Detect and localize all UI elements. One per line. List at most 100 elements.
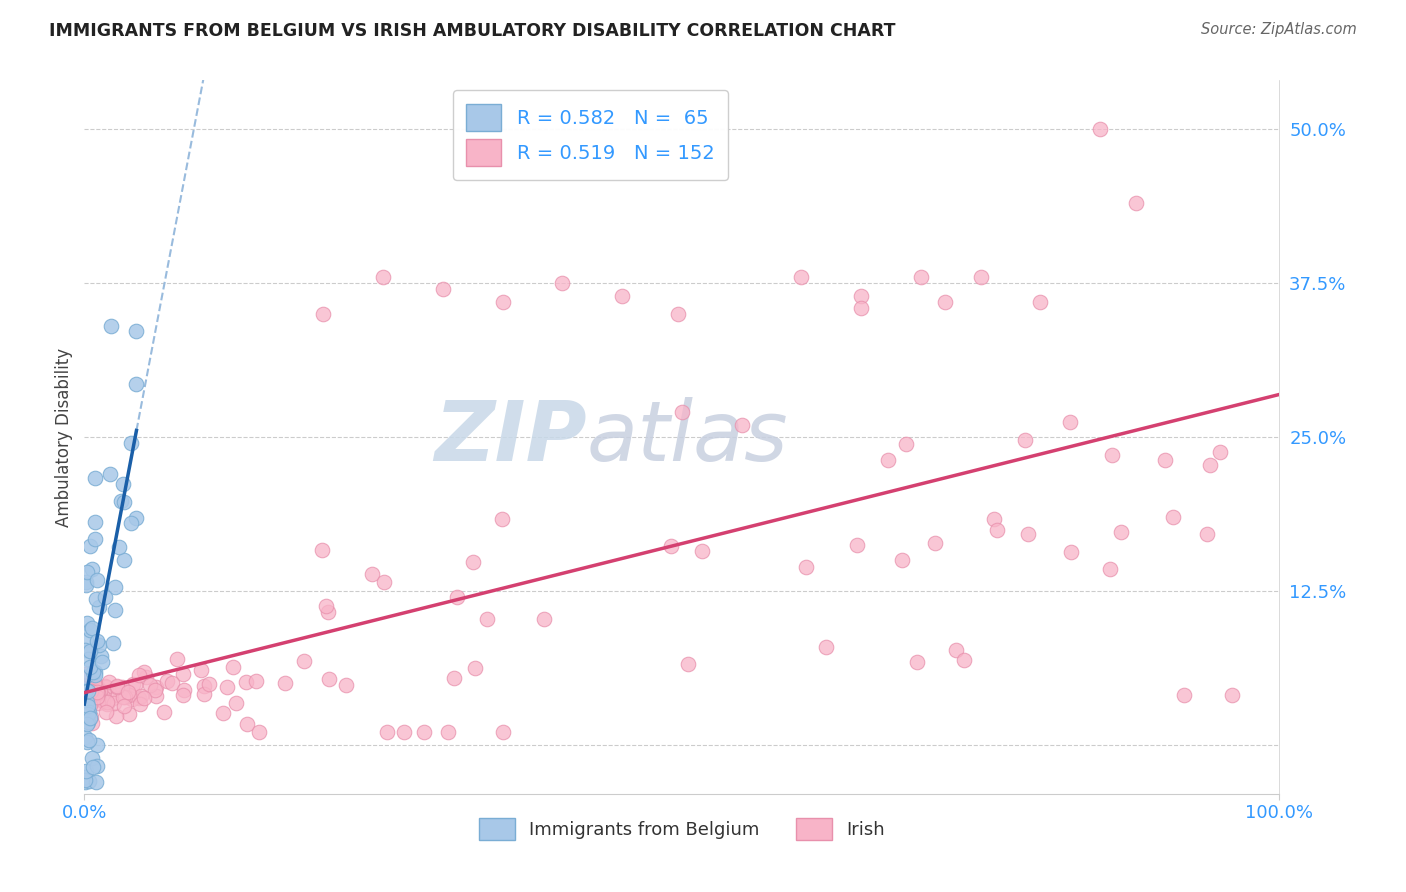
Text: ZIP: ZIP (433, 397, 586, 477)
Point (76, 565, 98, 579)
Point (76, 734, 98, 748)
Point (86, 680, 108, 694)
Point (790, 270, 813, 285)
Point (122, 677, 145, 691)
Point (464, 660, 486, 674)
Point (83, 676, 105, 690)
Point (129, 690, 152, 704)
Point (76, 616, 98, 631)
Point (75, 643, 97, 657)
Point (111, 476, 134, 491)
Point (86, 738, 108, 752)
Point (896, 436, 918, 450)
Point (111, 680, 134, 694)
Point (89, 684, 111, 698)
Point (77, 684, 100, 698)
Point (83, 668, 105, 682)
Point (103, 690, 125, 705)
Point (86, 633, 108, 648)
Point (851, 288, 873, 302)
Point (80, 683, 103, 698)
Point (79, 698, 101, 713)
Point (94, 705, 117, 719)
Point (222, 660, 245, 674)
Point (79, 660, 101, 674)
Point (86, 759, 108, 773)
Point (118, 706, 141, 721)
Point (731, 417, 754, 432)
Point (145, 689, 167, 703)
Point (87, 600, 110, 615)
Point (73, 730, 96, 744)
Point (77, 705, 100, 719)
Point (890, 553, 912, 567)
Point (86, 681, 108, 696)
Point (814, 640, 837, 654)
Point (104, 580, 127, 594)
Point (225, 696, 247, 710)
Point (75, 632, 97, 647)
Point (75, 698, 97, 713)
Point (1098, 562, 1121, 576)
Point (492, 294, 515, 309)
Point (1101, 449, 1123, 463)
Point (87, 692, 110, 706)
Point (107, 679, 129, 693)
Point (73, 774, 96, 789)
Point (75, 679, 97, 693)
Point (312, 307, 335, 321)
Point (945, 643, 967, 657)
Point (1014, 433, 1036, 447)
Point (492, 725, 515, 739)
Point (373, 270, 395, 285)
Point (128, 697, 150, 711)
Point (77, 699, 100, 714)
Point (84, 591, 107, 606)
Point (120, 516, 142, 531)
Point (1125, 196, 1147, 211)
Point (1195, 526, 1218, 541)
Point (318, 672, 340, 686)
Point (461, 555, 484, 569)
Point (84, 665, 107, 680)
Point (75, 678, 97, 692)
Point (193, 679, 215, 693)
Point (117, 685, 139, 699)
Point (94, 679, 117, 693)
Point (79, 687, 101, 701)
Point (77, 732, 100, 747)
Point (75, 575, 97, 590)
Point (104, 708, 127, 723)
Point (90, 656, 112, 670)
Point (121, 692, 143, 706)
Point (76, 686, 98, 700)
Point (80, 621, 103, 635)
Point (274, 676, 297, 690)
Point (671, 405, 693, 419)
Point (311, 542, 333, 557)
Point (315, 599, 337, 614)
Point (76, 714, 98, 729)
Point (125, 377, 148, 392)
Point (1198, 458, 1220, 472)
Point (1017, 527, 1039, 541)
Point (112, 690, 135, 705)
Point (1029, 294, 1052, 309)
Point (87, 686, 110, 700)
Point (98, 467, 121, 481)
Point (924, 536, 946, 550)
Point (156, 673, 179, 688)
Point (118, 688, 141, 702)
Point (77, 774, 100, 789)
Point (193, 688, 215, 702)
Point (100, 319, 122, 334)
Point (190, 663, 212, 677)
Point (666, 307, 689, 321)
Point (166, 651, 188, 665)
Point (77, 684, 100, 698)
Point (76, 703, 98, 717)
Point (392, 725, 415, 739)
Point (112, 495, 135, 509)
Point (432, 282, 454, 296)
Point (89, 638, 111, 652)
